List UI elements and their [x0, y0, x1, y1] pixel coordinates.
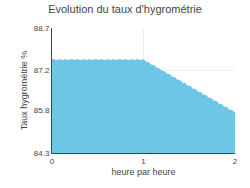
svg-text:1: 1: [141, 157, 146, 166]
svg-text:0: 0: [50, 157, 55, 166]
svg-text:Taux hygrométrie %: Taux hygrométrie %: [19, 51, 29, 131]
svg-text:85.8: 85.8: [34, 106, 50, 115]
svg-text:88.7: 88.7: [34, 24, 50, 33]
svg-text:Evolution du taux d'hygrométri: Evolution du taux d'hygrométrie: [48, 3, 202, 15]
svg-text:2: 2: [233, 157, 238, 166]
svg-text:84.3: 84.3: [34, 149, 50, 158]
svg-text:87.2: 87.2: [34, 66, 50, 75]
svg-text:heure par heure: heure par heure: [111, 167, 175, 177]
